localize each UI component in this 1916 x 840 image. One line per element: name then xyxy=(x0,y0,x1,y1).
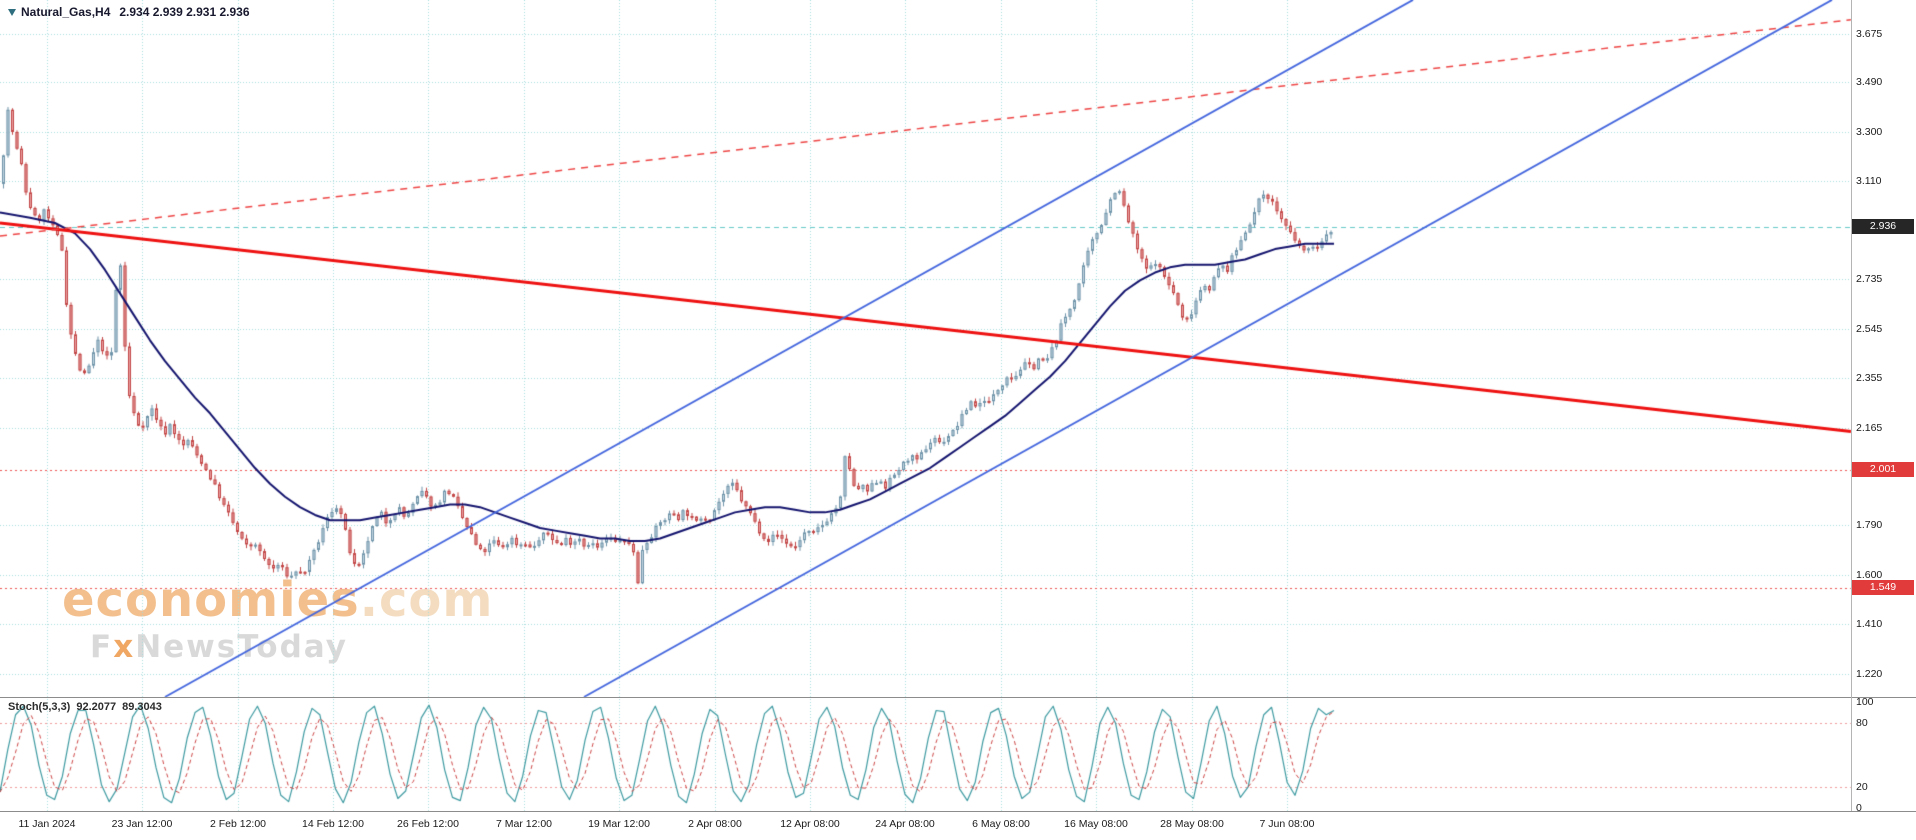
stoch-tick-label: 0 xyxy=(1856,802,1862,814)
level-price-badge: 2.001 xyxy=(1852,462,1914,478)
stoch-timeaxis-separator xyxy=(0,811,1916,812)
price-tick-label: 1.600 xyxy=(1856,568,1883,581)
time-tick-label: 7 Jun 08:00 xyxy=(1259,818,1315,830)
price-tick-label: 2.735 xyxy=(1856,273,1883,286)
current-price-badge: 2.936 xyxy=(1852,218,1914,234)
symbol-icon xyxy=(8,8,16,16)
main-stoch-separator xyxy=(0,697,1916,698)
chart-title: Natural_Gas,H4 2.934 2.939 2.931 2.936 xyxy=(8,5,250,19)
stoch-tick-label: 100 xyxy=(1856,696,1874,708)
ohlc-values: 2.934 2.939 2.931 2.936 xyxy=(119,5,250,19)
stoch-tick-label: 80 xyxy=(1856,717,1868,730)
time-tick-label: 14 Feb 12:00 xyxy=(302,818,364,830)
price-tick-label: 1.790 xyxy=(1856,519,1883,532)
symbol-name: Natural_Gas,H4 xyxy=(21,5,111,19)
price-tick-label: 3.675 xyxy=(1856,28,1883,40)
stoch-tick-label: 20 xyxy=(1856,780,1868,793)
price-tick-label: 3.300 xyxy=(1856,125,1883,138)
price-tick-label: 3.490 xyxy=(1856,76,1883,89)
time-tick-label: 2 Apr 08:00 xyxy=(688,818,742,830)
stoch-label: Stoch(5,3,3) 92.2077 89.3043 xyxy=(8,701,168,713)
price-tick-label: 1.220 xyxy=(1856,668,1883,680)
price-tick-label: 2.545 xyxy=(1856,322,1883,335)
price-tick-label: 1.410 xyxy=(1856,618,1883,631)
time-tick-label: 23 Jan 12:00 xyxy=(111,818,173,830)
price-tick-label: 3.110 xyxy=(1856,175,1882,188)
time-tick-label: 12 Apr 08:00 xyxy=(780,818,840,830)
time-tick-label: 19 Mar 12:00 xyxy=(588,818,650,830)
price-axis[interactable]: 3.675 3.490 3.300 3.110 2.735 2.545 2.355 2.165… xyxy=(1853,0,1916,811)
time-tick-label: 26 Feb 12:00 xyxy=(397,818,459,830)
price-axis-separator xyxy=(1851,0,1852,811)
time-tick-label: 2 Feb 12:00 xyxy=(209,818,267,830)
level-price-badge: 1.549 xyxy=(1852,580,1914,596)
price-tick-label: 2.165 xyxy=(1856,421,1883,434)
time-tick-label: 28 May 08:00 xyxy=(1160,818,1224,830)
time-tick-label: 16 May 08:00 xyxy=(1064,818,1128,830)
time-tick-label: 24 Apr 08:00 xyxy=(875,818,935,830)
time-axis[interactable]: 11 Jan 2024 23 Jan 12:00 2 Feb 12:00 14 Feb… xyxy=(0,813,1916,840)
price-tick-label: 2.355 xyxy=(1856,372,1883,385)
stoch-indicator-name: Stoch(5,3,3) xyxy=(8,701,71,713)
time-tick-label: 6 May 08:00 xyxy=(972,818,1030,830)
stoch-axis: 100 80 20 0 xyxy=(1853,0,1916,840)
stoch-k-value: 92.2077 xyxy=(76,701,117,713)
stoch-d-value: 89.3043 xyxy=(122,701,162,713)
time-tick-label: 11 Jan 2024 xyxy=(18,818,76,830)
time-tick-label: 7 Mar 12:00 xyxy=(495,818,553,830)
